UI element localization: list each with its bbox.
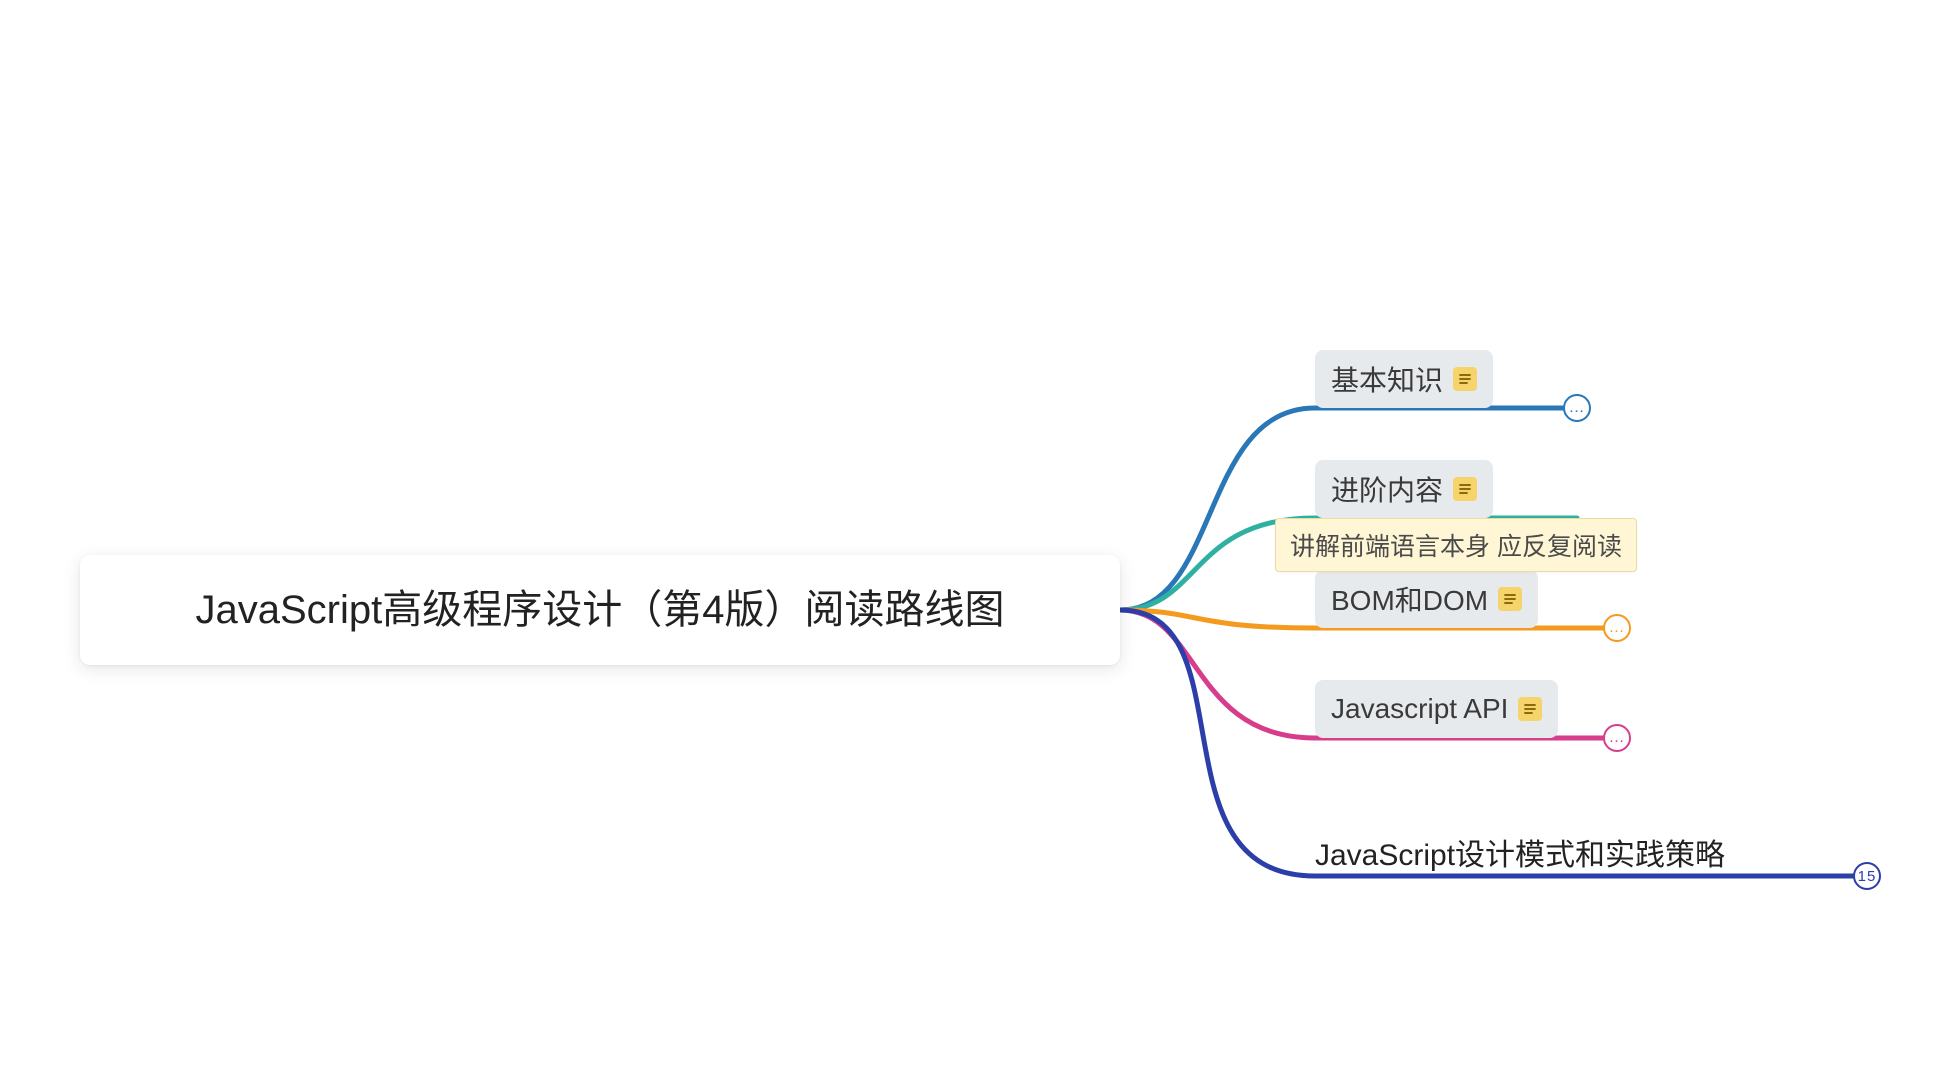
expand-toggle-basic[interactable]: … [1563,394,1591,422]
expand-toggle-label: … [1609,619,1626,637]
root-node[interactable]: JavaScript高级程序设计（第4版）阅读路线图 [80,555,1120,665]
connector-bom-dom [1120,610,1315,628]
branch-label: JavaScript设计模式和实践策略 [1315,830,1725,874]
branch-node-design-patterns[interactable]: JavaScript设计模式和实践策略 [1315,830,1725,874]
branch-node-bom-dom[interactable]: BOM和DOM [1315,570,1538,628]
expand-toggle-label: … [1609,729,1626,747]
expand-toggle-js-api[interactable]: … [1603,724,1631,752]
branch-node-js-api[interactable]: Javascript API [1315,680,1558,738]
connector-basic [1120,408,1315,610]
branch-label: 进阶内容 [1331,469,1443,509]
note-icon [1453,477,1477,501]
branch-label: 基本知识 [1331,359,1443,399]
expand-toggle-bom-dom[interactable]: … [1603,614,1631,642]
branch-node-advanced[interactable]: 进阶内容 [1315,460,1493,518]
connector-js-api [1120,610,1315,738]
expand-toggle-label: … [1569,399,1586,417]
branch-label: Javascript API [1331,693,1508,725]
expand-toggle-label: 15 [1858,868,1877,885]
note-icon [1518,697,1542,721]
note-icon [1498,587,1522,611]
expand-toggle-design-patterns[interactable]: 15 [1853,862,1881,890]
tooltip-text: 讲解前端语言本身 应反复阅读 [1290,533,1622,561]
branch-node-basic[interactable]: 基本知识 [1315,350,1493,408]
note-icon [1453,367,1477,391]
branch-label: BOM和DOM [1331,579,1488,619]
root-label: JavaScript高级程序设计（第4版）阅读路线图 [196,586,1005,634]
mindmap-canvas: JavaScript高级程序设计（第4版）阅读路线图 基本知识 … 进阶内容 BOM和D… [0,0,1946,1070]
connector-design-patterns [1120,610,1315,876]
connectors-layer [0,0,1946,1070]
note-tooltip: 讲解前端语言本身 应反复阅读 [1275,518,1637,572]
